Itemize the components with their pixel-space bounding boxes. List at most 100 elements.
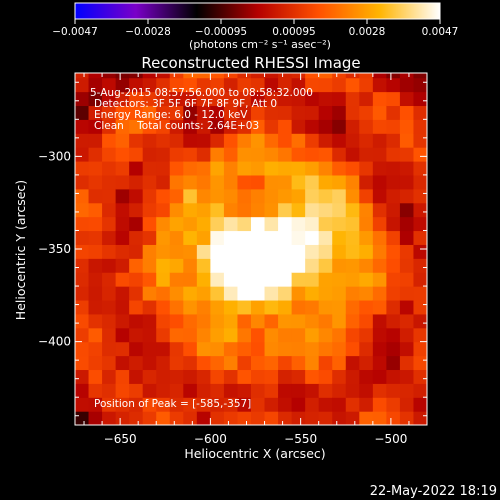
image-pixel — [183, 188, 198, 204]
image-pixel — [142, 161, 157, 176]
image-pixel — [251, 244, 266, 259]
image-pixel — [386, 216, 401, 232]
image-pixel — [399, 77, 415, 93]
image-pixel — [196, 216, 211, 232]
image-pixel — [305, 161, 320, 176]
image-pixel — [345, 216, 360, 232]
image-pixel — [223, 188, 239, 204]
image-pixel — [223, 299, 239, 315]
image-pixel — [129, 355, 144, 371]
image-pixel — [142, 258, 157, 273]
image-pixel — [196, 202, 211, 218]
image-pixel — [318, 174, 333, 190]
image-pixel — [264, 202, 279, 218]
image-pixel — [196, 341, 211, 357]
image-pixel — [291, 272, 306, 287]
image-pixel — [291, 188, 306, 204]
image-pixel — [196, 174, 211, 190]
image-pixel — [196, 397, 211, 412]
image-pixel — [169, 369, 184, 384]
image-pixel — [196, 91, 211, 107]
image-pixel — [278, 355, 293, 371]
image-pixel — [372, 202, 387, 218]
image-pixel — [237, 286, 252, 301]
image-pixel — [237, 119, 252, 134]
image-pixel — [264, 119, 279, 134]
image-pixel — [291, 327, 306, 343]
image-pixel — [332, 216, 347, 232]
image-pixel — [251, 258, 266, 273]
image-pixel — [386, 355, 401, 371]
image-pixel — [156, 91, 171, 107]
image-pixel — [372, 313, 387, 329]
image-pixel — [129, 272, 144, 287]
image-pixel — [318, 133, 333, 148]
image-pixel — [156, 73, 171, 79]
image-pixel — [318, 188, 333, 204]
image-pixel — [129, 411, 144, 425]
image-pixel — [156, 327, 171, 343]
image-pixel — [196, 133, 211, 148]
image-pixel — [75, 174, 90, 190]
image-pixel — [156, 230, 171, 245]
image-pixel — [196, 188, 211, 204]
x-tick-label: −550 — [284, 432, 317, 446]
image-pixel — [359, 397, 374, 412]
x-tick-label: −500 — [374, 432, 407, 446]
image-pixel — [142, 327, 157, 343]
image-pixel — [102, 119, 117, 134]
annotation-clean: Clean Total counts: 2.64E+03 — [94, 120, 259, 132]
image-pixel — [305, 299, 320, 315]
image-pixel — [237, 313, 252, 329]
image-pixel — [305, 133, 320, 148]
image-pixel — [129, 341, 144, 357]
image-pixel — [102, 355, 117, 371]
image-pixel — [291, 119, 306, 134]
image-pixel — [345, 244, 360, 259]
image-pixel — [210, 91, 225, 107]
image-pixel — [183, 105, 198, 120]
image-pixel — [237, 188, 252, 204]
image-pixel — [223, 313, 239, 329]
image-pixel — [142, 202, 157, 218]
image-pixel — [372, 216, 387, 232]
image-pixel — [237, 383, 252, 398]
image-pixel — [88, 119, 103, 134]
image-pixel — [305, 77, 320, 93]
image-pixel — [237, 411, 252, 425]
image-pixel — [291, 299, 306, 315]
image-pixel — [372, 258, 387, 273]
image-pixel — [169, 411, 184, 425]
image-pixel — [183, 174, 198, 190]
image-pixel — [345, 174, 360, 190]
image-pixel — [399, 313, 415, 329]
image-pixel — [345, 133, 360, 148]
image-pixel — [115, 161, 130, 176]
image-pixel — [305, 202, 320, 218]
image-pixel — [75, 119, 90, 134]
y-axis-label: Heliocentric Y (arcsec) — [13, 180, 28, 320]
image-pixel — [399, 369, 415, 384]
image-pixel — [237, 397, 252, 412]
image-pixel — [345, 258, 360, 273]
image-pixel — [169, 383, 184, 398]
image-pixel — [183, 313, 198, 329]
image-pixel — [359, 216, 374, 232]
image-pixel — [142, 77, 157, 93]
image-pixel — [264, 244, 279, 259]
image-pixel — [75, 411, 90, 425]
image-pixel — [183, 244, 198, 259]
image-pixel — [318, 313, 333, 329]
image-pixel — [210, 161, 225, 176]
image-pixel — [413, 286, 427, 301]
image-pixel — [399, 272, 415, 287]
image-pixel — [251, 174, 266, 190]
image-pixel — [305, 230, 320, 245]
image-pixel — [345, 286, 360, 301]
image-pixel — [305, 91, 320, 107]
image-pixel — [291, 216, 306, 232]
image-pixel — [156, 216, 171, 232]
image-pixel — [237, 244, 252, 259]
image-pixel — [278, 383, 293, 398]
image-pixel — [169, 216, 184, 232]
